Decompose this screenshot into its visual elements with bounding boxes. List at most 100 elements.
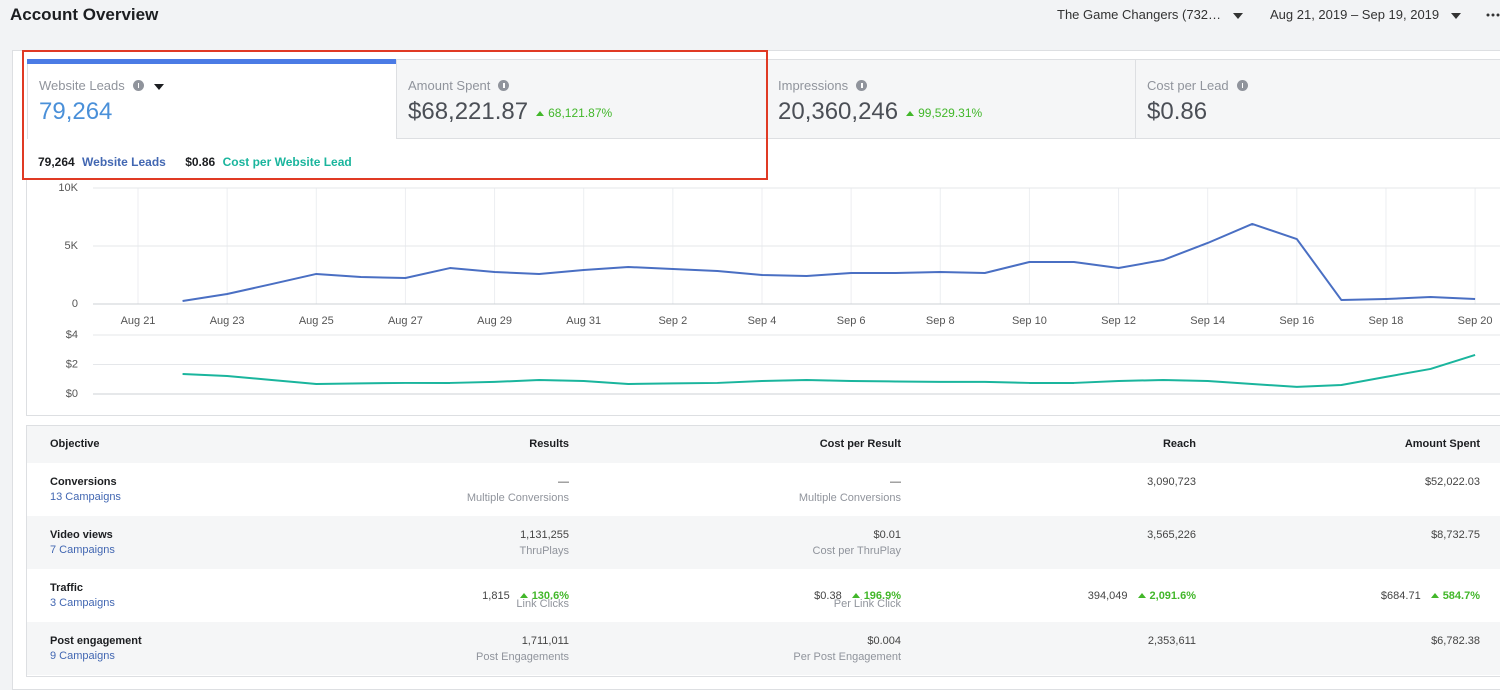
x-tick-label: Sep 8 — [926, 315, 955, 327]
objective-table: Objective Results Cost per Result Reach Amou… — [26, 425, 1500, 677]
cell-main: 1,711,011 — [522, 635, 569, 647]
account-selector[interactable]: The Game Changers (732… — [1057, 7, 1244, 22]
table-header: Objective Results Cost per Result Reach Amou… — [27, 426, 1500, 463]
metric-card[interactable]: Website Leads 79,264 — [27, 59, 397, 139]
cell-main: 1,815 130.6% — [482, 590, 569, 602]
x-tick-label: Aug 31 — [566, 315, 601, 327]
cell-main: $0.38 196.9% — [814, 590, 901, 602]
x-tick-label: Sep 2 — [658, 315, 687, 327]
column-header: Results — [529, 438, 569, 450]
x-tick-label: Sep 18 — [1369, 315, 1404, 327]
page-title: Account Overview — [10, 5, 159, 24]
x-tick-label: Sep 10 — [1012, 315, 1047, 327]
cell-main: $684.71 584.7% — [1381, 590, 1480, 602]
metric-value: $0.86 — [1147, 98, 1208, 125]
metric-card[interactable]: Impressions 20,360,246 99,529.31% — [766, 59, 1136, 139]
objective-name: Video views — [50, 529, 113, 541]
cell-change: 584.7% — [1430, 590, 1480, 602]
y-tick-label: 10K — [58, 182, 78, 194]
table-row: Conversions 13 Campaigns — Multiple Convers… — [27, 463, 1500, 516]
x-tick-label: Sep 16 — [1279, 315, 1314, 327]
cell-value: 2,353,611 — [1147, 635, 1196, 647]
cell-value: $0.004 — [867, 635, 901, 647]
campaigns-link[interactable]: 3 Campaigns — [50, 597, 115, 609]
data-line — [182, 353, 1476, 388]
cell-main: 2,353,611 — [1148, 635, 1196, 647]
summary-label: Cost per Website Lead — [222, 155, 352, 169]
column-header: Reach — [1162, 438, 1196, 450]
cell-main: 3,565,226 — [1147, 529, 1196, 541]
x-tick-label: Sep 4 — [748, 315, 777, 327]
cell-note: Per Post Engagement — [793, 651, 901, 663]
more-icon — [1486, 13, 1500, 17]
up-icon — [1430, 593, 1439, 598]
cell-main: — — [558, 476, 569, 488]
summary-value: 79,264 — [38, 155, 75, 169]
info-icon — [856, 80, 868, 91]
cell-value: 1,711,011 — [521, 635, 569, 647]
selected-bar — [27, 59, 396, 64]
cell-value: $0.38 — [814, 590, 842, 602]
highlight-box — [22, 50, 768, 180]
change-value: 584.7% — [1442, 590, 1480, 602]
cell-note: ThruPlays — [519, 545, 569, 557]
cell-change: 2,091.6% — [1137, 590, 1196, 602]
y-tick-label: $2 — [66, 358, 78, 370]
charts: Aug 21 Aug 23 Aug 25 Aug 27 Aug 29 Aug 31 Sep … — [58, 182, 1500, 400]
x-tick-label: Aug 25 — [299, 315, 334, 327]
metric-label: Impressions — [778, 78, 849, 93]
metric-card[interactable]: Amount Spent $68,221.87 68,121.87% — [396, 59, 767, 139]
date-range[interactable]: Aug 21, 2019 – Sep 19, 2019 — [1270, 7, 1440, 22]
table-row: Post engagement 9 Campaigns 1,711,011 Post … — [27, 622, 1500, 675]
metric-label: Amount Spent — [408, 78, 491, 93]
up-icon — [851, 593, 860, 598]
cell-value: $6,782.38 — [1431, 635, 1480, 647]
up-icon — [906, 110, 915, 116]
metric-label: Website Leads — [39, 78, 125, 93]
campaigns-link[interactable]: 9 Campaigns — [50, 650, 115, 662]
caret — [1233, 12, 1244, 19]
info-icon — [132, 80, 144, 91]
date-selector[interactable]: Aug 21, 2019 – Sep 19, 2019 — [1270, 7, 1462, 22]
more-button[interactable] — [1486, 13, 1500, 17]
change-value: 130.6% — [531, 590, 569, 602]
objective-name: Traffic — [50, 582, 84, 594]
up-icon — [519, 593, 528, 598]
x-tick-label: Sep 20 — [1458, 315, 1493, 327]
cell-value: 394,049 — [1087, 590, 1128, 602]
cell-main: 1,131,255 — [520, 529, 569, 541]
x-tick-label: Aug 21 — [121, 315, 156, 327]
account-name[interactable]: The Game Changers (732… — [1057, 7, 1222, 22]
caret — [1451, 12, 1462, 19]
change-value: 2,091.6% — [1149, 590, 1196, 602]
campaigns-link[interactable]: 13 Campaigns — [50, 491, 121, 503]
column-header: Amount Spent — [1404, 438, 1480, 450]
metric-value: 79,264 — [39, 98, 113, 125]
change-value: 196.9% — [863, 590, 901, 602]
cell-change: 196.9% — [851, 590, 901, 602]
cell-value: $52,022.03 — [1424, 476, 1480, 488]
cell-value: — — [558, 476, 569, 488]
cell-main: 3,090,723 — [1147, 476, 1196, 488]
table-row: Video views 7 Campaigns 1,131,255 ThruPlays… — [27, 516, 1500, 569]
cell-value: $684.71 — [1380, 590, 1421, 602]
cell-value: 3,565,226 — [1147, 529, 1196, 541]
campaigns-link[interactable]: 7 Campaigns — [50, 544, 115, 556]
cell-value: 1,131,255 — [520, 529, 569, 541]
summary-label: Website Leads — [82, 155, 166, 169]
up-icon — [536, 110, 545, 116]
y-tick-label: $4 — [66, 329, 78, 341]
cell-value: $8,732.75 — [1431, 529, 1480, 541]
metric-card[interactable]: Cost per Lead $0.86 — [1135, 59, 1500, 139]
cell-main: $0.004 — [867, 635, 901, 647]
cell-main: $52,022.03 — [1425, 476, 1480, 488]
info-icon — [498, 80, 510, 91]
cell-main: — — [890, 476, 901, 488]
cell-main: $6,782.38 — [1431, 635, 1480, 647]
info-icon — [1236, 80, 1248, 91]
cell-value: — — [890, 476, 901, 488]
column-header: Cost per Result — [819, 438, 901, 450]
chart-frame — [26, 180, 1500, 416]
column-header: Objective — [50, 438, 100, 450]
